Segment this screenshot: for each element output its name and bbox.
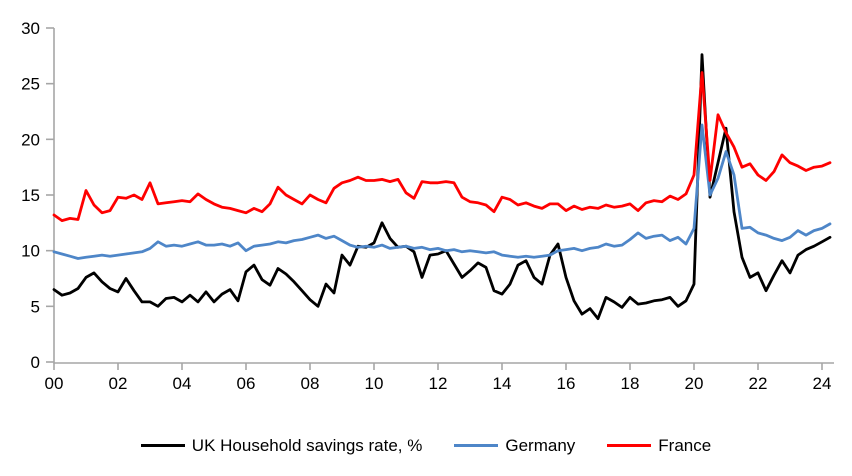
x-tick-label: 22 [749,374,768,393]
y-tick-label: 5 [31,297,40,316]
legend-item-germany: Germany [454,437,575,454]
x-tick-label: 02 [109,374,128,393]
x-tick-label: 08 [301,374,320,393]
y-tick-label: 10 [21,242,40,261]
legend-label-france: France [658,436,712,455]
y-tick-label: 0 [31,353,40,372]
legend-swatch-germany-line [454,444,499,447]
x-tick-label: 06 [237,374,256,393]
y-tick-label: 20 [21,130,40,149]
x-tick-label: 00 [45,374,64,393]
x-tick-label: 14 [493,374,512,393]
y-tick-label: 15 [21,186,40,205]
legend-swatch-uk-line [140,444,185,447]
legend-label-uk: UK Household savings rate, % [191,436,423,455]
x-tick-label: 24 [813,374,832,393]
chart-canvas: 0 5 10 15 20 25 30 00 02 04 06 08 10 12 14 16 18 20 22 24 [21,19,834,393]
y-tick-label: 25 [21,75,40,94]
series-line-germany [52,123,832,260]
x-tick-label: 12 [429,374,448,393]
x-tick-label: 10 [365,374,384,393]
x-tick-label: 16 [557,374,576,393]
legend-item-france: France [607,437,711,454]
legend-swatch-france-line [607,444,652,447]
series-line-france [52,71,832,223]
x-tick-label: 20 [685,374,704,393]
y-tick-label: 30 [21,19,40,38]
x-tick-label: 18 [621,374,640,393]
legend-label-germany: Germany [505,436,576,455]
chart-legend: UK Household savings rate, % Germany Fra… [0,437,852,454]
legend-item-uk: UK Household savings rate, % [140,436,423,455]
x-tick-label: 04 [173,374,192,393]
